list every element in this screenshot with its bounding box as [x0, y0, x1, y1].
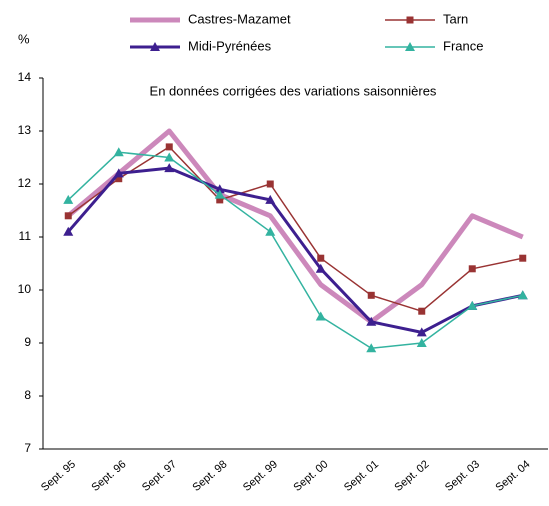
legend-label: France: [443, 38, 483, 53]
data-point: [164, 152, 175, 162]
data-point: [315, 311, 326, 321]
series-line: [67, 151, 523, 350]
x-tick-label: Sept. 04: [493, 458, 532, 494]
data-point: [366, 343, 377, 353]
data-point: [216, 196, 224, 204]
y-tick-label: 12: [18, 176, 32, 190]
y-tick-label: 14: [18, 70, 32, 84]
legend-marker: [405, 42, 415, 51]
x-tick-label: Sept. 97: [140, 458, 179, 494]
legend-label: Castres-Mazamet: [188, 11, 291, 26]
data-point: [265, 226, 276, 236]
x-tick-label: Sept. 96: [89, 458, 128, 494]
data-point: [113, 168, 124, 178]
y-tick-label: 11: [19, 229, 32, 243]
legend-marker: [406, 16, 414, 24]
data-point: [416, 338, 427, 347]
y-tick-label: 9: [24, 335, 31, 349]
data-point: [266, 180, 274, 188]
x-tick-label: Sept. 95: [39, 458, 78, 494]
y-tick-label: 7: [24, 441, 31, 455]
data-point: [416, 327, 427, 337]
data-point: [64, 212, 72, 220]
legend-label: Midi-Pyrénées: [188, 38, 272, 53]
y-tick-label: 8: [24, 388, 31, 402]
series-line: [67, 166, 524, 334]
x-tick-label: Sept. 01: [342, 458, 381, 494]
y-tick-label: 10: [18, 282, 32, 296]
y-axis-label: %: [18, 31, 30, 46]
data-point: [315, 263, 326, 273]
data-point: [468, 265, 476, 273]
data-point: [265, 194, 276, 204]
y-tick-label: 13: [18, 123, 32, 137]
data-point: [366, 316, 377, 326]
x-tick-label: Sept. 02: [392, 458, 431, 494]
data-point: [214, 189, 225, 199]
data-point: [164, 163, 175, 173]
data-point: [317, 254, 325, 262]
series-line: [66, 128, 524, 325]
data-point: [517, 290, 528, 300]
x-tick-label: Sept. 98: [190, 458, 229, 494]
data-point: [214, 184, 225, 194]
data-point: [113, 147, 124, 157]
legend-marker: [150, 42, 160, 51]
legend-label: Tarn: [443, 11, 468, 26]
data-point: [63, 194, 74, 204]
data-point: [63, 226, 74, 236]
data-point: [519, 254, 527, 262]
chart-subtitle: En données corrigées des variations sais…: [150, 83, 437, 98]
data-point: [115, 175, 123, 183]
x-tick-label: Sept. 99: [241, 458, 280, 494]
x-tick-label: Sept. 00: [291, 458, 330, 494]
x-tick-label: Sept. 03: [443, 458, 482, 494]
data-point: [165, 143, 173, 151]
data-point: [418, 307, 426, 315]
series-line: [67, 146, 523, 312]
data-point: [467, 300, 478, 310]
data-point: [367, 291, 375, 299]
